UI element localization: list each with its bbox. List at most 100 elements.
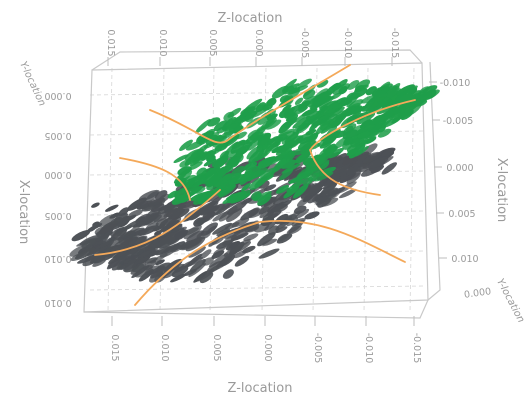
x-left-tick-labels: 0.005 0.000 0.005 0.010 bbox=[44, 130, 71, 264]
dark-point bbox=[136, 200, 149, 210]
z-top-tick-labels: 0.015 0.010 0.005 0.000 -0.005 -0.010 -0.015 bbox=[105, 28, 400, 66]
green-point bbox=[232, 192, 251, 203]
x-right-tick-label: 0.010 bbox=[451, 254, 478, 265]
green-point bbox=[278, 139, 296, 153]
dark-point bbox=[152, 224, 166, 232]
dark-point bbox=[75, 247, 96, 260]
green-point bbox=[173, 154, 189, 164]
dark-point bbox=[150, 203, 165, 213]
dark-point bbox=[275, 226, 288, 233]
z-bottom-tick-label: 0.010 bbox=[159, 334, 170, 361]
dark-point bbox=[316, 195, 330, 206]
dark-point bbox=[189, 208, 206, 218]
dark-point bbox=[85, 254, 96, 261]
green-point bbox=[284, 103, 303, 116]
green-point bbox=[312, 97, 327, 108]
dark-point bbox=[216, 240, 233, 249]
dark-point bbox=[304, 182, 324, 197]
dark-point bbox=[154, 229, 163, 236]
green-point bbox=[365, 136, 377, 144]
y-axis-title-right: Y-location bbox=[494, 277, 526, 325]
green-point bbox=[290, 136, 303, 149]
dark-point bbox=[149, 271, 163, 283]
green-point bbox=[231, 165, 245, 176]
dark-point bbox=[346, 172, 361, 185]
dark-point bbox=[91, 234, 110, 248]
dark-point bbox=[225, 241, 239, 251]
x-left-tick-label: 0.005 bbox=[44, 130, 71, 141]
dark-point bbox=[226, 200, 248, 215]
green-point bbox=[193, 193, 210, 205]
dark-point bbox=[106, 246, 121, 254]
dark-point bbox=[173, 229, 189, 240]
dark-point bbox=[276, 233, 293, 244]
dark-point bbox=[260, 198, 273, 208]
dark-point bbox=[152, 236, 169, 249]
dark-point bbox=[146, 197, 165, 208]
dark-point bbox=[289, 169, 301, 180]
green-point bbox=[346, 148, 358, 156]
green-point bbox=[368, 116, 383, 125]
green-point bbox=[389, 106, 406, 120]
green-point bbox=[372, 90, 383, 98]
grid-horizontal bbox=[89, 285, 425, 291]
green-point bbox=[251, 106, 270, 118]
green-point bbox=[350, 87, 368, 99]
green-point bbox=[203, 167, 221, 179]
green-point bbox=[332, 83, 351, 95]
green-point bbox=[292, 122, 310, 135]
green-point bbox=[208, 184, 226, 197]
green-point bbox=[196, 167, 207, 177]
green-point bbox=[264, 139, 281, 153]
dark-point bbox=[139, 203, 149, 210]
grid-vertical bbox=[107, 67, 113, 313]
green-point bbox=[346, 96, 359, 108]
green-point bbox=[221, 173, 233, 182]
dark-point bbox=[95, 235, 105, 242]
dark-point bbox=[156, 262, 172, 271]
box-edge-1 bbox=[91, 49, 423, 71]
green-point bbox=[257, 193, 272, 206]
streamline-curve bbox=[134, 220, 406, 306]
green-point bbox=[241, 182, 251, 192]
green-point bbox=[350, 112, 363, 121]
green-point bbox=[312, 159, 330, 171]
dark-point bbox=[155, 259, 165, 266]
x-left-tick-label: 0.005 bbox=[44, 210, 71, 221]
green-point bbox=[319, 118, 333, 126]
dark-point bbox=[91, 202, 100, 208]
green-point bbox=[219, 152, 229, 162]
y-left-tick-label: 0.000 bbox=[44, 90, 71, 101]
z-bottom-tick-label: -0.010 bbox=[363, 333, 374, 364]
grid-vertical bbox=[363, 67, 369, 313]
green-point bbox=[392, 112, 407, 122]
green-point bbox=[335, 110, 347, 119]
dark-point bbox=[211, 250, 225, 259]
dark-point bbox=[98, 220, 119, 235]
dark-point bbox=[181, 238, 201, 248]
z-axis-title-bottom: Z-location bbox=[228, 381, 293, 396]
z-axis-title-top: Z-location bbox=[218, 11, 283, 26]
streamline-curves bbox=[94, 64, 416, 306]
green-point bbox=[206, 154, 216, 163]
green-point bbox=[218, 139, 231, 149]
dark-point bbox=[71, 230, 91, 242]
z-top-tick-label: 0.015 bbox=[105, 29, 116, 56]
dark-point bbox=[233, 250, 247, 259]
dark-point bbox=[122, 214, 137, 223]
green-point bbox=[383, 85, 400, 101]
green-point bbox=[201, 172, 222, 185]
green-point bbox=[183, 178, 196, 188]
dark-point bbox=[226, 208, 243, 222]
dark-point bbox=[248, 207, 260, 217]
dark-point bbox=[145, 222, 159, 231]
dark-point bbox=[212, 222, 233, 235]
green-point bbox=[370, 96, 385, 109]
green-point bbox=[284, 131, 300, 145]
dark-point bbox=[138, 269, 154, 282]
green-point bbox=[325, 145, 338, 155]
green-point bbox=[365, 98, 378, 109]
y-right-tick-label: 0.000 bbox=[463, 286, 491, 301]
x-axis-title-right: X-location bbox=[494, 158, 509, 223]
green-point bbox=[373, 99, 392, 111]
